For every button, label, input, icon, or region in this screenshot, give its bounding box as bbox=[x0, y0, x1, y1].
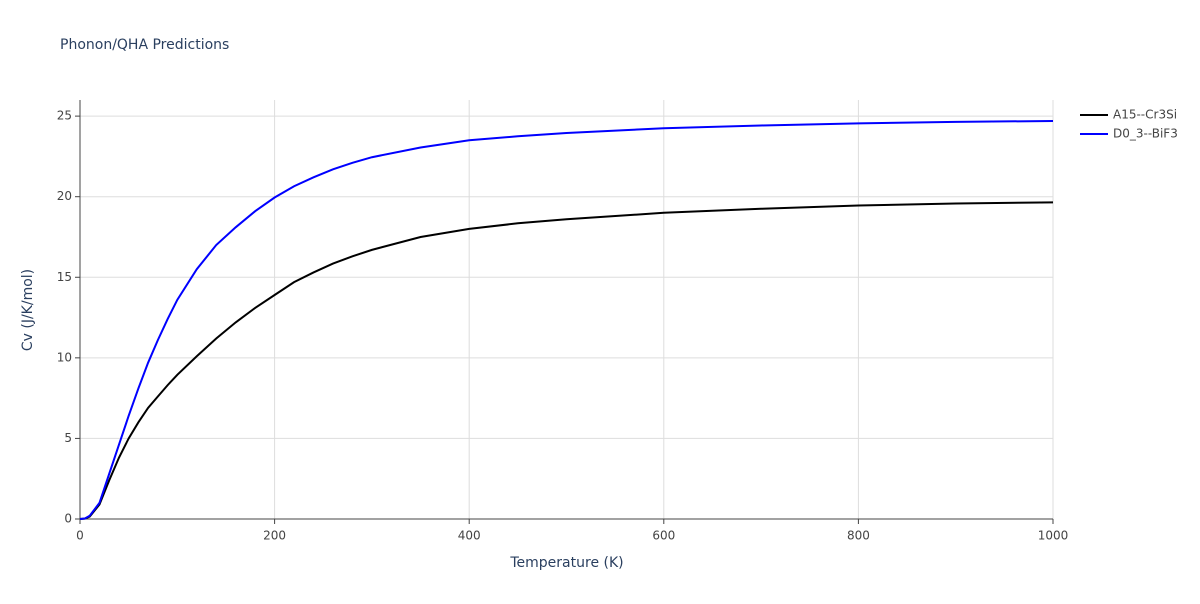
y-axis-title: Cv (J/K/mol) bbox=[20, 269, 36, 351]
y-tick-label: 5 bbox=[64, 431, 72, 445]
legend-label: A15--Cr3Si bbox=[1113, 108, 1177, 122]
y-tick-label: 10 bbox=[57, 350, 72, 364]
x-tick-label: 800 bbox=[847, 529, 870, 543]
x-tick-label: 200 bbox=[263, 529, 286, 543]
y-tick-label: 25 bbox=[57, 109, 72, 123]
x-tick-label: 0 bbox=[76, 529, 84, 543]
x-axis-title: Temperature (K) bbox=[509, 555, 623, 571]
x-tick-label: 400 bbox=[458, 529, 481, 543]
grid: 0 5 10 15 20 25 0 200 400 600 800 1000 bbox=[57, 100, 1069, 543]
x-tick-label: 1000 bbox=[1038, 529, 1069, 543]
series-line bbox=[79, 201, 1054, 520]
legend-label: D0_3--BiF3 bbox=[1113, 127, 1178, 141]
plot-area bbox=[79, 119, 1054, 520]
y-tick-label: 20 bbox=[57, 189, 72, 203]
chart-title: Phonon/QHA Predictions bbox=[60, 37, 229, 53]
series-line bbox=[79, 119, 1054, 520]
legend: A15--Cr3Si D0_3--BiF3 bbox=[1080, 108, 1178, 141]
y-tick-label: 0 bbox=[64, 512, 72, 526]
x-tick-label: 600 bbox=[652, 529, 675, 543]
y-tick-label: 15 bbox=[57, 270, 72, 284]
